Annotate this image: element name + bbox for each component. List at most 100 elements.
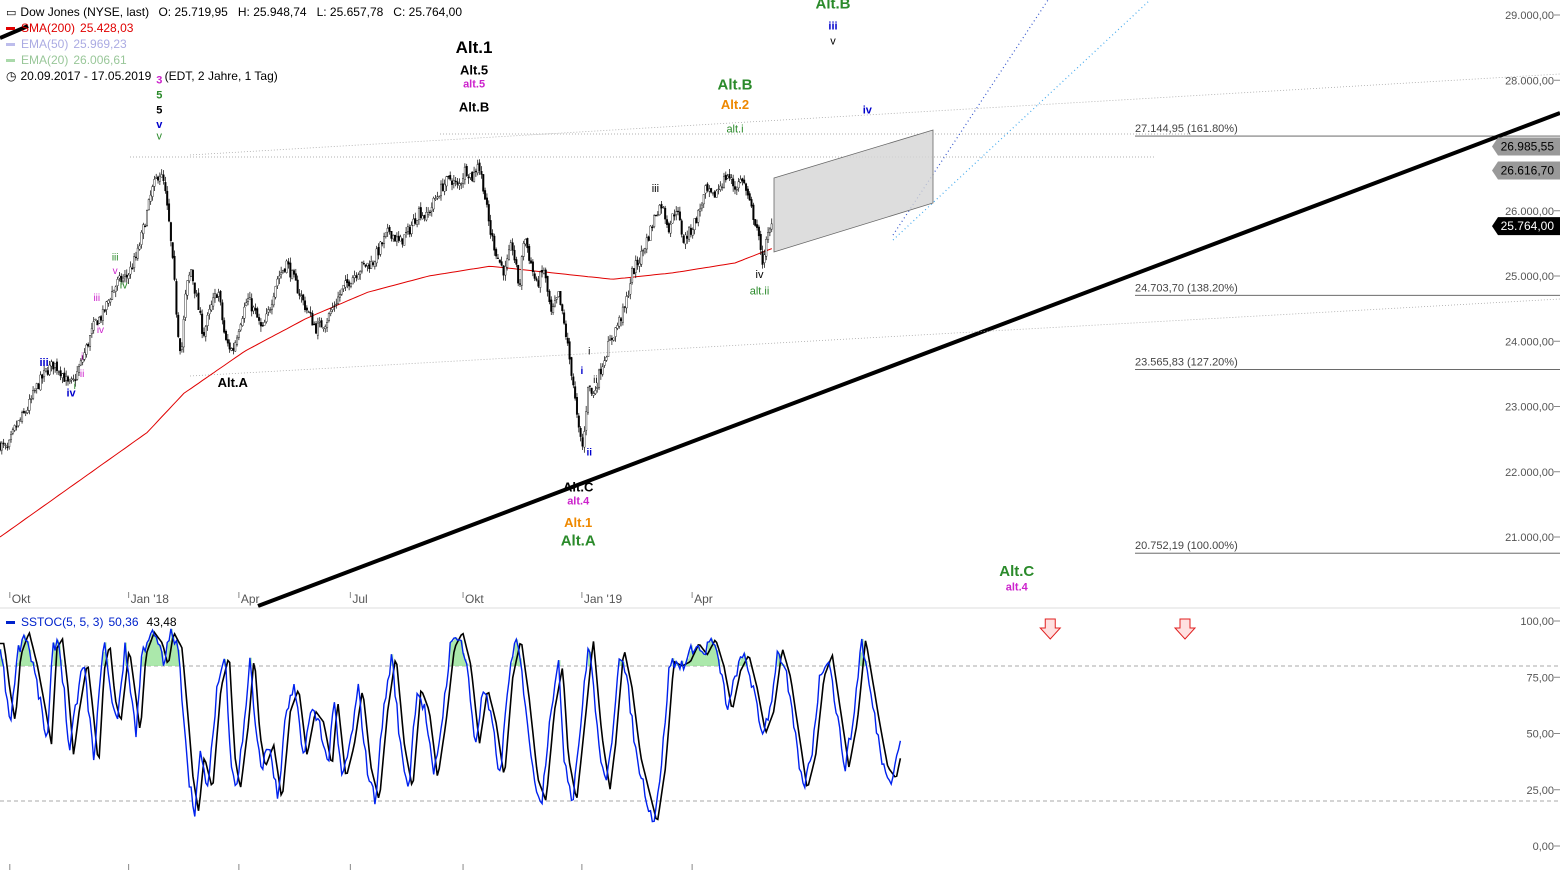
candle-body: [399, 236, 402, 242]
candle-body: [666, 219, 669, 225]
candle-body: [506, 258, 509, 268]
candle-body: [722, 176, 725, 188]
date-range: ◷ 20.09.2017 - 17.05.2019 (EDT, 2 Jahre, …: [6, 68, 278, 84]
candle-body: [65, 376, 68, 381]
candle-body: [618, 317, 621, 327]
candle-body: [331, 307, 334, 311]
candle-body: [763, 254, 766, 263]
candle-body: [315, 323, 318, 334]
indicator-sma200[interactable]: SMA(200) 25.428,03: [6, 20, 133, 36]
candle-body: [401, 238, 404, 245]
oscillator-header[interactable]: SSTOC(5, 5, 3) 50,36 43,48: [6, 614, 177, 630]
candle-body: [484, 190, 487, 200]
candle-body: [447, 175, 450, 178]
candle-body: [500, 261, 503, 266]
candle-body: [680, 220, 683, 235]
candle-body: [107, 300, 110, 304]
price-badge-label-1: 26.616,70: [1501, 164, 1555, 178]
candle-body: [572, 376, 575, 386]
candle-body: [373, 261, 376, 267]
candle-body: [168, 203, 171, 222]
wave-label-39: ii: [586, 447, 592, 458]
candle-body: [236, 337, 239, 345]
candle-body: [337, 296, 340, 304]
trendline-stub: [0, 24, 29, 40]
candle-body: [307, 311, 310, 313]
candle-body: [699, 208, 702, 212]
candle-body: [752, 204, 755, 220]
wave-label-23: iv: [863, 105, 873, 117]
candle-body: [348, 281, 351, 287]
candle-body: [403, 234, 406, 246]
candle-body: [33, 389, 36, 392]
candle-body: [180, 346, 183, 350]
candle-body: [17, 420, 20, 426]
candle-body: [256, 308, 259, 318]
wave-label-13: Alt.A: [561, 532, 596, 549]
candle-body: [272, 296, 275, 306]
candle-body: [127, 274, 130, 279]
candle-body: [542, 270, 545, 274]
candle-body: [370, 261, 373, 269]
candle-body: [22, 410, 25, 413]
candle-body: [423, 215, 426, 219]
candle-body: [63, 372, 66, 382]
candle-body: [276, 278, 279, 286]
candle-body: [362, 262, 365, 265]
candle-body: [408, 227, 411, 235]
candle-body: [717, 188, 720, 191]
candle-body: [302, 294, 305, 301]
candle-body: [270, 303, 273, 310]
candle-body: [735, 189, 738, 191]
wave-label-2: 5: [156, 105, 162, 117]
ohlc-values: O: 25.719,95 H: 25.948,74 L: 25.657,78 C…: [158, 5, 463, 19]
candle-body: [41, 374, 44, 379]
candle-body: [311, 313, 314, 326]
fib-label-2: 23.565,83 (127.20%): [1135, 357, 1238, 369]
wave-labels: 355vvAlt.1Alt.5alt.5Alt.BAlt.AAlt.Calt.4…: [40, 0, 1035, 594]
candle-body: [217, 292, 220, 297]
candle-body: [528, 246, 531, 261]
candle-body: [739, 179, 742, 183]
wave-label-35: iv: [120, 279, 128, 291]
candle-body: [620, 318, 623, 321]
candle-body: [263, 322, 266, 326]
candle-body: [13, 425, 16, 431]
candle-body: [265, 313, 268, 322]
indicator-ema50[interactable]: EMA(50) 25.969,23: [6, 36, 127, 52]
candle-body: [493, 235, 496, 251]
candle-body: [634, 260, 637, 273]
candle-body: [30, 397, 33, 400]
fib-label-3: 20.752,19 (100.00%): [1135, 540, 1238, 552]
candle-body: [585, 411, 588, 431]
candle-body: [293, 270, 296, 275]
candle-body: [305, 307, 308, 311]
candle-body: [372, 262, 375, 265]
candle-body: [530, 260, 533, 264]
candle-body: [654, 214, 657, 217]
candle-body: [564, 323, 567, 338]
price-channel: [773, 129, 934, 253]
candle-body: [83, 352, 86, 360]
candle-body: [241, 318, 244, 326]
candle-body: [706, 183, 709, 191]
wave-label-16: alt.i: [726, 123, 743, 135]
candle-body: [94, 318, 97, 321]
main-trendline: [257, 111, 1560, 608]
candle-body: [333, 305, 336, 307]
candle-body: [283, 268, 286, 272]
candle-body: [577, 415, 580, 428]
time-axis: Okt Jan '18 Apr Jul Okt Jan '19 Apr: [0, 592, 1560, 870]
candle-body: [259, 322, 262, 327]
candle-body: [695, 217, 698, 224]
candle-body: [678, 211, 681, 221]
fib-label-0: 27.144,95 (161.80%): [1135, 123, 1238, 135]
candle-body: [349, 283, 352, 287]
candle-body: [157, 176, 160, 181]
indicator-ema20[interactable]: EMA(20) 26.006,61: [6, 52, 127, 68]
candle-body: [412, 218, 415, 227]
candle-body: [351, 277, 354, 285]
wave-label-24: Alt.C: [999, 563, 1034, 580]
candle-body: [118, 275, 121, 279]
wave-label-0: 3: [156, 75, 162, 87]
